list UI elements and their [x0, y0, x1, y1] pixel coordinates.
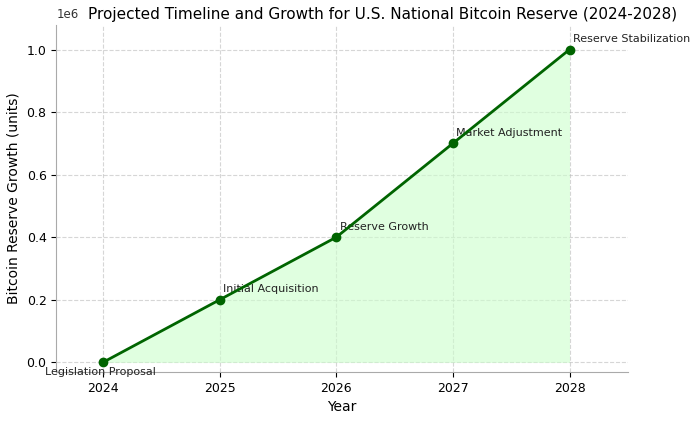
Text: Reserve Growth: Reserve Growth	[340, 221, 428, 232]
Text: Initial Acquisition: Initial Acquisition	[223, 284, 318, 294]
Text: Projected Timeline and Growth for U.S. National Bitcoin Reserve (2024-2028): Projected Timeline and Growth for U.S. N…	[88, 7, 677, 22]
Text: Reserve Stabilization: Reserve Stabilization	[573, 34, 690, 44]
Y-axis label: Bitcoin Reserve Growth (units): Bitcoin Reserve Growth (units)	[7, 92, 21, 304]
Text: Market Adjustment: Market Adjustment	[456, 128, 563, 138]
X-axis label: Year: Year	[328, 400, 357, 414]
Text: Legislation Proposal: Legislation Proposal	[45, 367, 155, 377]
Text: 1e6: 1e6	[56, 8, 78, 21]
